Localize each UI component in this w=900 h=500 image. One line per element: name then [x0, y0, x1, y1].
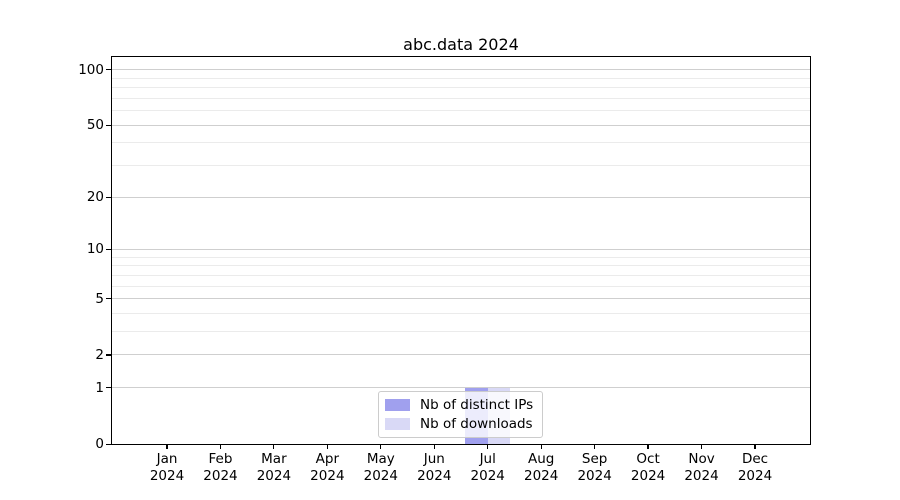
x-tick-month: Sep [581, 451, 608, 467]
gridline-minor [112, 274, 810, 276]
gridline-minor [112, 312, 810, 314]
gridline-major [112, 248, 810, 250]
gridline-minor [112, 110, 810, 112]
y-tick-label: 100 [78, 61, 104, 78]
x-tick-mark [273, 444, 275, 449]
gridline-minor [112, 97, 810, 99]
gridline-minor [112, 142, 810, 144]
x-tick-mark [487, 444, 489, 449]
legend: Nb of distinct IPs Nb of downloads [378, 391, 543, 438]
y-tick-mark [106, 354, 111, 356]
x-tick-mark [647, 444, 649, 449]
y-tick-mark [106, 248, 111, 251]
grid-layer [112, 57, 810, 444]
gridline-major [112, 298, 810, 300]
x-tick-month: May [366, 451, 395, 467]
x-tick-label: Mar 2024 [242, 451, 306, 485]
x-tick-month: Nov [688, 451, 715, 467]
legend-label-distinct-ips: Nb of distinct IPs [420, 397, 534, 413]
x-tick-month: Apr [315, 451, 340, 467]
x-tick-year: 2024 [470, 468, 505, 484]
legend-swatch-distinct-ips-icon [385, 399, 410, 411]
x-tick-label: Dec 2024 [723, 451, 787, 485]
x-tick-year: 2024 [684, 468, 719, 484]
x-tick-mark [594, 444, 596, 449]
x-tick-label: May 2024 [349, 451, 413, 485]
x-tick-year: 2024 [523, 468, 559, 484]
x-tick-month: Oct [636, 451, 660, 467]
y-tick-mark [106, 69, 111, 71]
legend-item-distinct-ips: Nb of distinct IPs [385, 397, 535, 413]
gridline-major [112, 354, 810, 356]
x-tick-year: 2024 [737, 468, 773, 484]
y-tick-label: 20 [86, 189, 104, 206]
y-tick-mark [106, 298, 111, 300]
x-tick-label: Aug 2024 [509, 451, 573, 485]
x-tick-label: Jan 2024 [135, 451, 199, 485]
legend-swatch-downloads-icon [385, 418, 410, 430]
legend-item-downloads: Nb of downloads [385, 416, 535, 432]
x-tick-month: Mar [261, 451, 287, 467]
y-tick-label: 2 [95, 346, 104, 363]
x-tick-month: Feb [208, 451, 233, 467]
gridline-major [112, 69, 810, 71]
y-tick-label: 5 [95, 290, 104, 307]
y-tick-mark [106, 387, 111, 389]
x-tick-mark [433, 444, 435, 449]
gridline-minor [112, 77, 810, 79]
y-tick-mark [106, 124, 111, 126]
x-tick-mark [540, 444, 542, 449]
y-tick-mark [106, 196, 111, 198]
x-tick-month: Dec [741, 451, 769, 467]
chart-title: abc.data 2024 [403, 35, 519, 54]
x-tick-year: 2024 [203, 468, 238, 484]
x-tick-year: 2024 [149, 468, 185, 484]
x-tick-month: Jan [156, 451, 178, 467]
x-tick-label: Nov 2024 [670, 451, 734, 485]
x-tick-label: Jul 2024 [456, 451, 520, 485]
x-tick-year: 2024 [310, 468, 345, 484]
gridline-major [112, 124, 810, 126]
x-tick-label: Sep 2024 [563, 451, 627, 485]
y-tick-mark [106, 443, 111, 445]
x-tick-mark [754, 444, 756, 449]
x-tick-year: 2024 [417, 468, 452, 484]
x-tick-label: Oct 2024 [616, 451, 680, 485]
x-tick-mark [380, 444, 382, 449]
gridline-minor [112, 164, 810, 166]
gridline-minor [112, 265, 810, 267]
x-tick-label: Jun 2024 [402, 451, 466, 485]
y-tick-label: 0 [95, 436, 104, 452]
x-tick-year: 2024 [577, 468, 612, 484]
gridline-minor [112, 256, 810, 258]
gridline-major [112, 196, 810, 198]
x-tick-year: 2024 [630, 468, 666, 484]
gridline-major [112, 387, 810, 389]
x-tick-month: Jul [479, 451, 496, 467]
x-tick-month: Jun [423, 451, 445, 467]
y-tick-label: 1 [95, 379, 104, 396]
gridline-minor [112, 331, 810, 333]
gridline-minor [112, 285, 810, 287]
x-tick-mark [219, 444, 222, 449]
x-tick-mark [166, 444, 168, 449]
x-tick-mark [700, 444, 703, 449]
y-tick-label: 50 [86, 117, 104, 134]
x-tick-mark [326, 444, 328, 449]
x-tick-label: Feb 2024 [188, 451, 252, 485]
gridline-minor [112, 87, 810, 89]
x-tick-label: Apr 2024 [295, 451, 359, 485]
x-tick-month: Aug [527, 451, 555, 467]
x-tick-year: 2024 [256, 468, 292, 484]
y-tick-label: 10 [86, 241, 104, 258]
x-tick-year: 2024 [363, 468, 398, 484]
legend-label-downloads: Nb of downloads [420, 416, 533, 432]
